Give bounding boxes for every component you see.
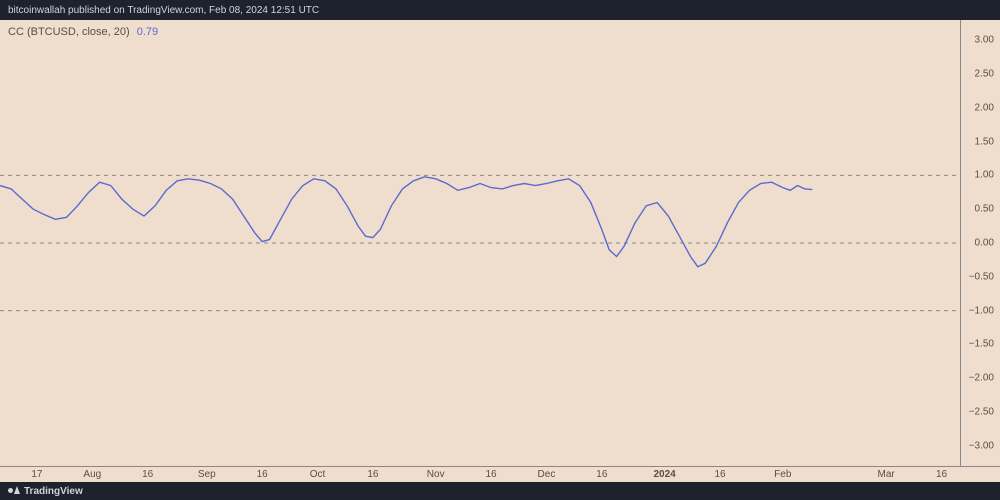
y-tick: 1.50	[975, 136, 994, 147]
plot-area[interactable]	[0, 20, 960, 466]
x-tick: Nov	[427, 469, 445, 480]
x-tick: 17	[31, 469, 42, 480]
y-tick: 2.00	[975, 102, 994, 113]
chart-svg	[0, 20, 960, 466]
x-tick: 16	[486, 469, 497, 480]
y-tick: 1.00	[975, 170, 994, 181]
x-tick: Oct	[310, 469, 326, 480]
x-tick: 16	[257, 469, 268, 480]
publish-text: bitcoinwallah published on TradingView.c…	[8, 5, 319, 16]
x-tick: Aug	[83, 469, 101, 480]
y-tick: −1.00	[969, 305, 994, 316]
x-tick: Dec	[538, 469, 556, 480]
x-tick: Feb	[774, 469, 791, 480]
y-tick: −2.00	[969, 373, 994, 384]
y-tick: 0.50	[975, 204, 994, 215]
x-axis[interactable]: 17 Aug 16 Sep 16 Oct 16 Nov 16 Dec 16 2024 16 Feb Mar 1…	[0, 466, 1000, 482]
indicator-label[interactable]: CC (BTCUSD, close, 20) 0.79	[8, 26, 158, 38]
footer-bar: TradingView	[0, 482, 1000, 500]
y-tick: 2.50	[975, 69, 994, 80]
chart-container[interactable]: CC (BTCUSD, close, 20) 0.79 3.00 2.50 2.00…	[0, 20, 1000, 466]
y-tick: 0.00	[975, 238, 994, 249]
x-tick: 2024	[653, 469, 675, 480]
y-tick: 3.00	[975, 35, 994, 46]
x-tick: 16	[596, 469, 607, 480]
x-tick: 16	[714, 469, 725, 480]
y-tick: −2.50	[969, 406, 994, 417]
x-tick: 16	[936, 469, 947, 480]
y-tick: −1.50	[969, 339, 994, 350]
y-tick: −3.00	[969, 440, 994, 451]
x-tick: Mar	[878, 469, 895, 480]
x-tick: Sep	[198, 469, 216, 480]
x-tick: 16	[367, 469, 378, 480]
x-tick: 16	[142, 469, 153, 480]
publish-header: bitcoinwallah published on TradingView.c…	[0, 0, 1000, 20]
footer-brand: TradingView	[24, 486, 83, 497]
y-axis[interactable]: 3.00 2.50 2.00 1.50 1.00 0.50 0.00 −0.50 −1.00 −1…	[960, 20, 1000, 466]
indicator-name: CC (BTCUSD, close, 20)	[8, 26, 130, 38]
tradingview-logo-icon	[8, 486, 20, 496]
y-tick: −0.50	[969, 271, 994, 282]
indicator-value: 0.79	[137, 26, 158, 38]
